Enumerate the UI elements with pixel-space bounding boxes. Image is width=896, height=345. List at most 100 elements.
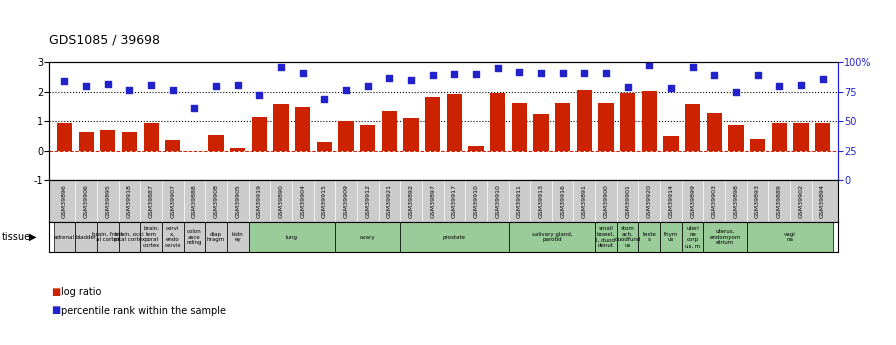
Bar [227,222,248,252]
Point [751,73,765,78]
Bar [620,93,635,151]
Text: GSM39909: GSM39909 [343,184,349,218]
Text: GSM39915: GSM39915 [322,184,327,218]
Text: brain,
tem
poral
cortex: brain, tem poral cortex [142,226,159,248]
Bar [577,90,592,151]
Text: bladder: bladder [75,235,97,239]
Point [772,83,787,88]
Text: GSM39914: GSM39914 [668,184,674,218]
Text: small
bowel,
I, duod
denut: small bowel, I, duod denut [597,226,616,248]
Bar [143,123,159,151]
Text: GSM39920: GSM39920 [647,184,651,218]
Point [383,75,397,80]
Bar [317,142,332,151]
Bar [685,104,700,151]
Text: stom
ach,
duodfund
us: stom ach, duodfund us [615,226,641,248]
Bar [490,93,505,151]
Text: salivary gland,
parotid: salivary gland, parotid [531,232,573,243]
Text: GSM39921: GSM39921 [387,184,392,218]
Text: tissue: tissue [2,232,31,242]
Text: GSM39911: GSM39911 [517,184,521,218]
Point [339,87,353,93]
Text: GSM39904: GSM39904 [300,184,306,218]
Point [79,83,93,88]
Bar [771,124,787,151]
Bar [750,139,765,151]
Bar [75,222,97,252]
Text: cervi
x,
endo
cervix: cervi x, endo cervix [165,226,181,248]
Bar [642,91,657,151]
Text: GSM39887: GSM39887 [149,184,153,218]
Bar [469,146,484,151]
Text: GSM39913: GSM39913 [538,184,544,218]
Bar [360,125,375,151]
Point [296,70,310,76]
Point [815,77,830,82]
Bar [230,148,246,151]
Text: adrenal: adrenal [54,235,75,239]
Text: GSM39888: GSM39888 [192,184,197,218]
Point [513,70,527,75]
Text: ovary: ovary [360,235,375,239]
Bar [252,117,267,151]
Text: uterus,
endomyom
etrium: uterus, endomyom etrium [710,229,741,245]
Text: GSM39906: GSM39906 [83,184,89,218]
Point [664,85,678,91]
Bar [746,222,833,252]
Point [426,73,440,78]
Bar [165,140,180,151]
Point [274,65,289,70]
Point [490,66,504,71]
Bar [599,103,614,151]
Bar [639,222,660,252]
Text: GSM39902: GSM39902 [798,184,804,218]
Text: brain, front
al cortex: brain, front al cortex [92,232,124,243]
Point [642,62,657,68]
Text: kidn
ey: kidn ey [232,232,244,243]
Point [685,65,700,70]
Text: GDS1085 / 39698: GDS1085 / 39698 [49,33,160,47]
Bar [512,103,527,151]
Point [469,72,483,77]
Bar [533,114,548,151]
Bar [248,222,335,252]
Point [57,79,72,84]
Text: GSM39900: GSM39900 [604,184,608,218]
Text: GSM39912: GSM39912 [366,184,370,218]
Text: ■: ■ [51,306,60,315]
Text: prostate: prostate [443,235,466,239]
Bar [209,135,224,151]
Point [253,92,267,98]
Bar [122,132,137,151]
Bar [616,222,639,252]
Point [209,83,223,88]
Point [556,70,570,76]
Point [794,82,808,88]
Bar [335,222,401,252]
Point [360,83,375,89]
Text: diap
hragm: diap hragm [207,232,225,243]
Point [100,81,115,86]
Bar [447,94,462,151]
Bar [162,222,184,252]
Bar [793,122,808,151]
Point [620,85,634,90]
Point [447,72,461,77]
Text: thym
us: thym us [664,232,678,243]
Bar [425,97,440,151]
Bar [97,222,118,252]
Text: ■: ■ [51,287,60,296]
Bar [273,104,289,151]
Point [187,105,202,111]
Text: GSM39917: GSM39917 [452,184,457,218]
Bar [54,222,75,252]
Bar [703,222,746,252]
Point [599,70,613,76]
Text: GSM39890: GSM39890 [279,184,283,218]
Text: GSM39899: GSM39899 [690,184,695,218]
Bar [79,132,94,151]
Point [144,82,159,88]
Bar [184,222,205,252]
Text: brain, occi
pital cortex: brain, occi pital cortex [114,232,145,243]
Text: GSM39896: GSM39896 [62,184,67,218]
